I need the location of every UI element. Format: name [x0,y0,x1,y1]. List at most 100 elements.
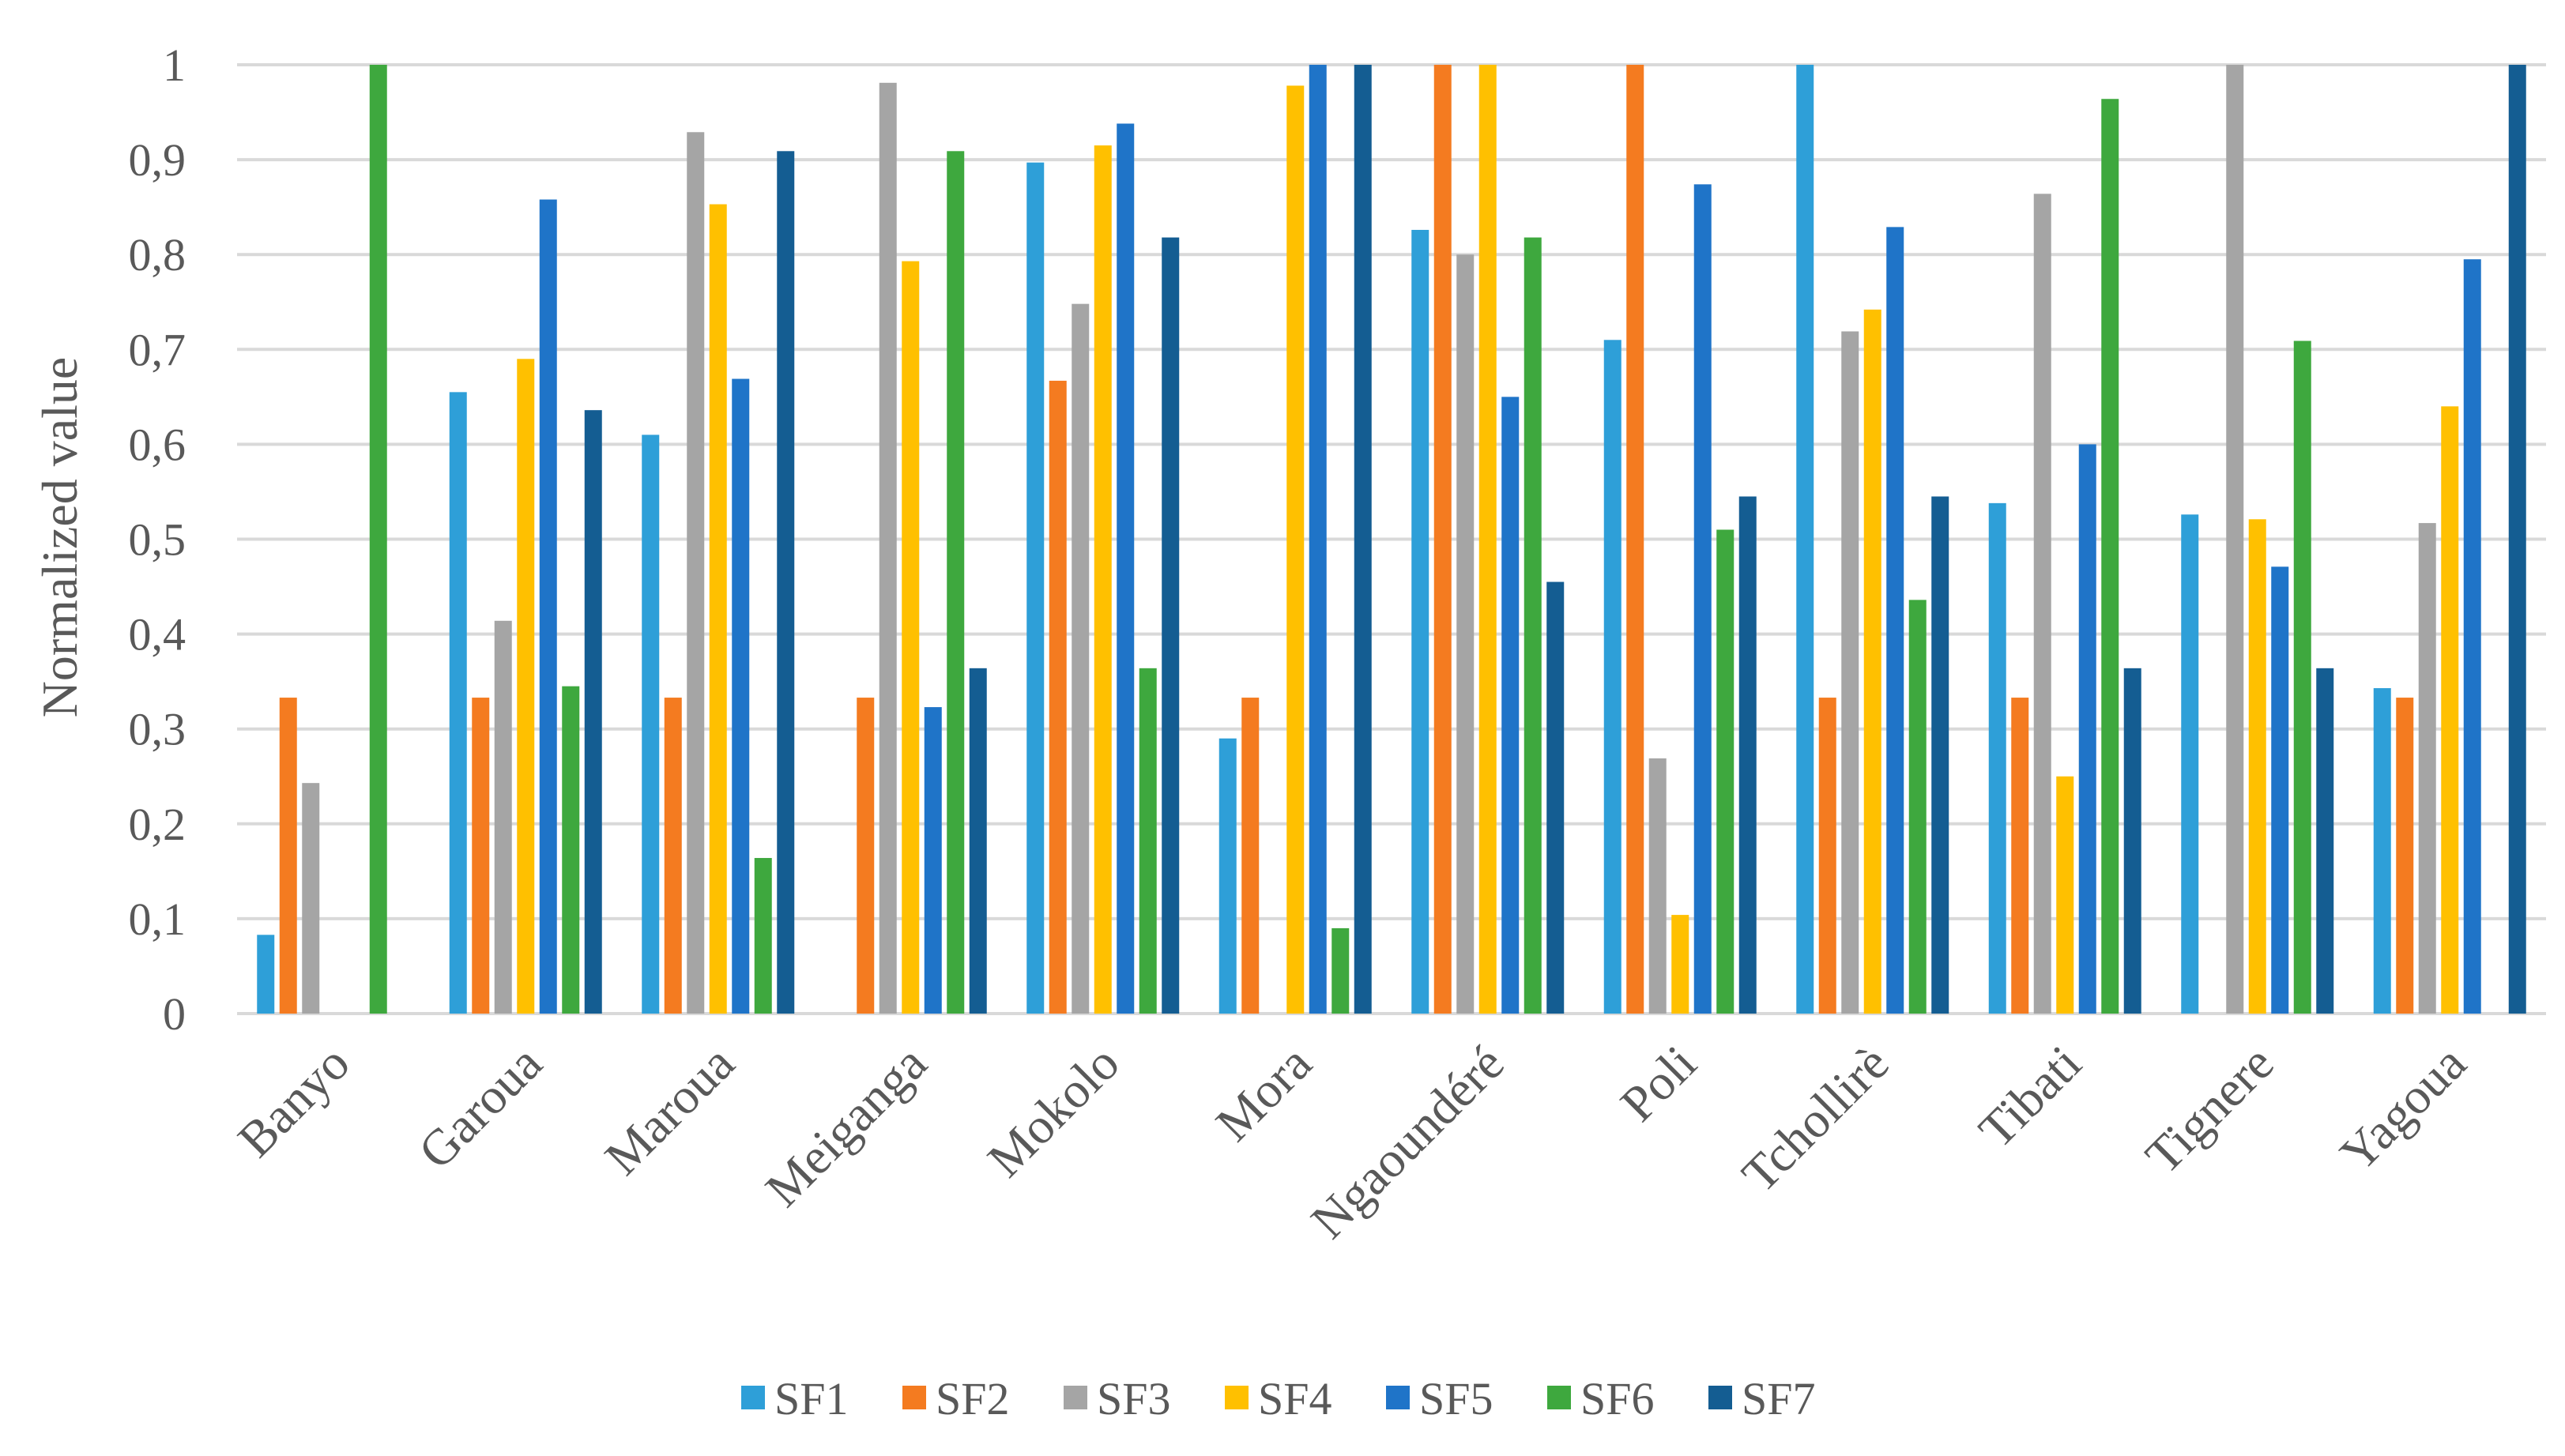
bar-sf4-8 [1863,309,1881,1014]
bar-sf2-4 [1049,380,1067,1014]
bar-sf6-1 [562,686,580,1014]
bar-sf4-11 [2441,406,2459,1014]
legend-swatch-sf3 [1064,1386,1087,1409]
bar-sf7-6 [1546,581,1565,1014]
bar-sf3-6 [1456,254,1475,1014]
legend-swatch-sf4 [1225,1386,1249,1409]
bar-sf2-9 [2011,698,2029,1014]
legend-label-sf4: SF4 [1258,1373,1332,1424]
bar-sf1-5 [1218,738,1237,1014]
y-tick-label: 0,6 [129,419,186,470]
bar-sf5-2 [732,378,750,1014]
bar-sf1-9 [1988,502,2006,1014]
bar-sf7-3 [969,668,987,1014]
bar-sf5-6 [1501,397,1520,1014]
y-axis-title: Normalized value [32,357,88,718]
y-tick-label: 0,5 [129,514,186,566]
bar-sf1-10 [2181,514,2199,1014]
bar-sf7-8 [1931,496,1949,1014]
x-tick-label: Mokolo [977,1035,1130,1188]
x-tick-label: Ngaoundéré [1300,1035,1514,1249]
bar-sf7-11 [2508,65,2526,1014]
legend-label-sf1: SF1 [774,1373,849,1424]
legend-swatch-sf5 [1386,1386,1410,1409]
bar-sf2-11 [2396,698,2414,1014]
y-tick-label: 1 [163,40,186,91]
gridlines [237,63,2546,1015]
bar-sf5-11 [2463,259,2481,1014]
x-tick-label: Maroua [594,1035,745,1186]
bar-sf7-9 [2123,668,2141,1014]
bar-sf3-11 [2418,523,2436,1014]
bar-sf1-7 [1603,340,1621,1014]
bar-sf4-7 [1671,915,1689,1014]
bar-sf2-2 [664,698,682,1014]
bar-sf6-6 [1524,237,1542,1014]
bar-sf7-5 [1354,65,1372,1014]
y-tick-label: 0,8 [129,229,186,280]
bar-sf7-7 [1738,496,1757,1014]
bars [257,65,2526,1014]
bar-sf4-4 [1094,145,1112,1014]
bar-sf6-8 [1908,600,1927,1014]
bar-sf1-2 [642,435,660,1014]
bar-sf6-0 [369,65,387,1014]
bar-sf5-9 [2078,444,2096,1014]
bar-sf5-10 [2271,566,2289,1014]
bar-sf3-2 [687,132,705,1014]
bar-sf4-2 [709,204,727,1014]
bar-sf5-5 [1309,65,1327,1014]
bar-sf7-4 [1162,237,1180,1014]
bar-sf3-7 [1648,758,1667,1014]
bar-sf7-2 [777,151,795,1014]
y-tick-label: 0,4 [129,609,186,660]
bar-sf6-7 [1716,529,1734,1014]
bar-sf2-3 [857,698,875,1014]
bar-sf4-6 [1478,65,1497,1014]
bar-sf4-1 [517,359,535,1014]
y-axis-ticks: 0 0,1 0,2 0,3 0,4 0,5 0,6 0,7 0,8 0,9 1 [129,40,186,1040]
bar-sf1-6 [1411,229,1429,1014]
bar-sf2-6 [1433,65,1452,1014]
bar-sf5-3 [924,707,942,1014]
legend-swatch-sf7 [1708,1386,1732,1409]
bar-sf3-8 [1841,331,1859,1014]
bar-sf3-0 [302,783,320,1014]
legend-label-sf7: SF7 [1742,1373,1816,1424]
bar-sf6-10 [2293,340,2311,1014]
x-tick-label: Mora [1205,1035,1322,1152]
bar-sf1-4 [1026,162,1045,1014]
legend-swatch-sf1 [741,1386,765,1409]
bar-sf4-10 [2248,519,2266,1014]
y-tick-label: 0,1 [129,894,186,945]
bar-sf6-4 [1139,668,1157,1014]
legend-label-sf3: SF3 [1097,1373,1171,1424]
x-tick-label: Yagoua [2330,1035,2476,1182]
bar-sf1-8 [1796,65,1814,1014]
legend-swatch-sf6 [1547,1386,1571,1409]
bar-sf5-4 [1117,123,1135,1014]
y-tick-label: 0 [163,988,186,1040]
x-tick-label: Tignere [2134,1035,2284,1184]
bar-sf6-3 [947,151,965,1014]
bar-sf5-7 [1693,184,1712,1014]
bar-sf2-0 [279,698,297,1014]
bar-sf3-10 [2226,65,2244,1014]
x-tick-label: Poli [1610,1035,1707,1132]
bar-sf1-11 [2373,688,2391,1014]
bar-sf3-9 [2033,194,2051,1014]
bar-sf3-1 [494,620,512,1014]
x-tick-label: Tchollirè [1731,1035,1900,1203]
legend: SF1 SF2 SF3 SF4 SF5 SF6 SF7 [741,1373,1816,1424]
bar-sf6-9 [2101,99,2119,1014]
y-tick-label: 0,9 [129,134,186,186]
bar-sf3-3 [879,82,897,1014]
bar-sf7-1 [584,410,602,1014]
bar-sf5-8 [1886,227,1904,1014]
legend-swatch-sf2 [902,1386,926,1409]
x-tick-label: Meiganga [755,1035,937,1217]
bar-sf6-2 [754,858,772,1014]
legend-label-sf6: SF6 [1580,1373,1655,1424]
bar-sf4-5 [1286,85,1305,1014]
bar-sf2-1 [472,698,490,1014]
